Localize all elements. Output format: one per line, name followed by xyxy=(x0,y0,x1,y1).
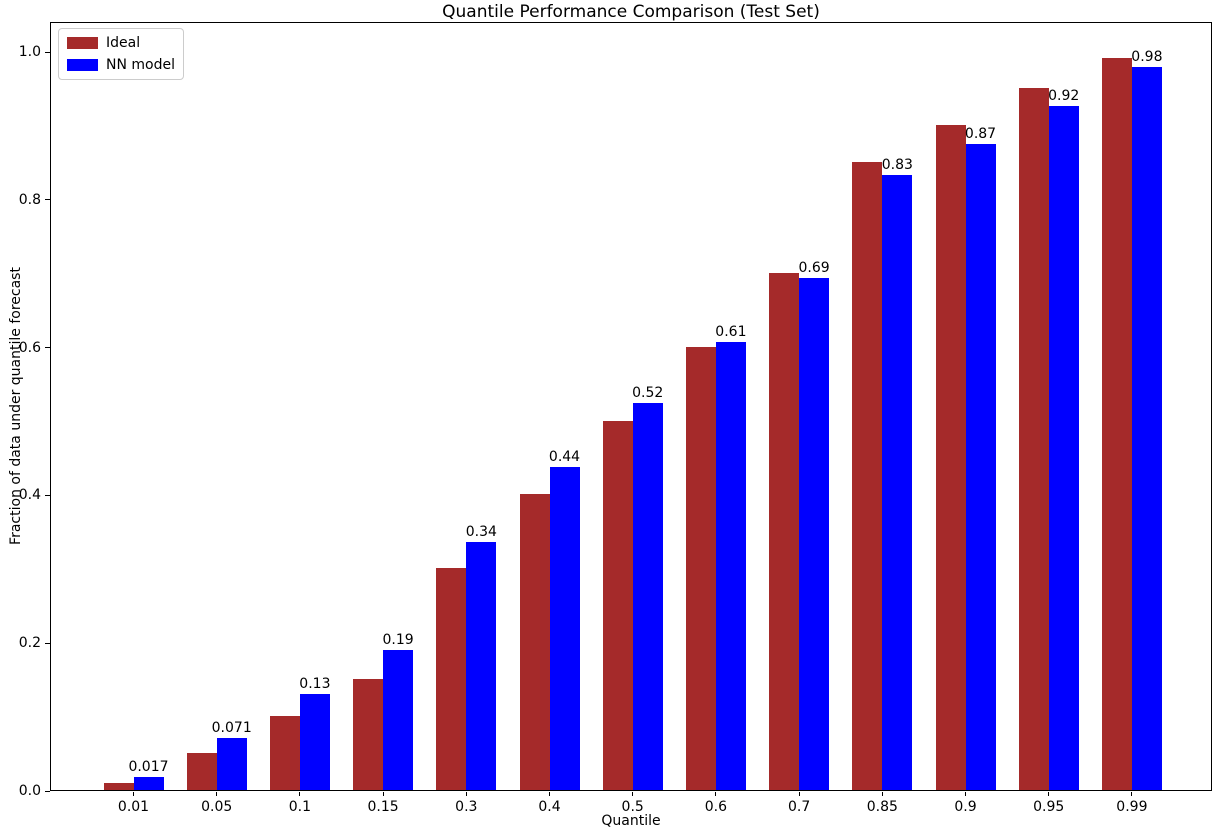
y-tick-mark xyxy=(45,790,50,792)
y-tick-mark xyxy=(45,494,50,496)
x-tick-label: 0.9 xyxy=(954,799,977,815)
y-tick-label: 0.8 xyxy=(18,191,41,208)
y-tick-mark xyxy=(45,199,50,201)
bar-value-label: 0.34 xyxy=(465,523,497,540)
x-tick-mark xyxy=(632,792,634,796)
x-tick-label: 0.7 xyxy=(787,799,811,815)
x-tick-mark xyxy=(133,792,134,796)
bar-nn-model xyxy=(466,541,497,790)
x-tick-mark xyxy=(881,792,883,796)
x-tick-label: 0.4 xyxy=(538,799,561,815)
x-tick-label: 0.05 xyxy=(201,799,233,815)
legend-swatch-ideal xyxy=(67,37,98,49)
legend-label: NN model xyxy=(106,57,175,73)
bar-ideal xyxy=(1018,87,1049,790)
bar-nn-model xyxy=(216,737,247,790)
bar-value-label: 0.92 xyxy=(1048,87,1080,104)
x-tick-label: 0.01 xyxy=(117,799,150,815)
y-tick-label: 0.2 xyxy=(18,635,41,652)
x-tick-label: 0.6 xyxy=(704,799,728,815)
y-tick-label: 1.0 xyxy=(18,44,41,60)
bar-value-label: 0.61 xyxy=(715,324,747,341)
x-axis-label: Quantile xyxy=(601,813,661,829)
y-tick-label: 0.4 xyxy=(18,487,41,504)
bar-nn-model xyxy=(1131,67,1162,790)
y-tick-mark xyxy=(45,642,50,644)
chart-title: Quantile Performance Comparison (Test Se… xyxy=(442,2,820,22)
bar-value-label: 0.87 xyxy=(964,126,997,143)
bar-nn-model xyxy=(799,277,830,790)
bar-ideal xyxy=(935,124,966,790)
bar-ideal xyxy=(602,420,633,790)
bar-ideal xyxy=(436,568,467,790)
bar-nn-model xyxy=(715,342,746,790)
bar-ideal xyxy=(519,494,550,790)
x-tick-label: 0.95 xyxy=(1033,799,1065,815)
x-tick-label: 0.99 xyxy=(1116,799,1148,815)
bar-nn-model xyxy=(133,777,164,790)
x-tick-label: 0.1 xyxy=(288,799,312,815)
x-tick-label: 0.15 xyxy=(367,799,399,815)
bar-value-label: 0.017 xyxy=(128,759,169,776)
bar-value-label: 0.44 xyxy=(548,449,581,466)
bar-value-label: 0.98 xyxy=(1131,49,1163,66)
y-tick-mark xyxy=(45,51,50,53)
y-tick-label: 0.6 xyxy=(18,339,41,356)
x-tick-mark xyxy=(549,792,550,796)
bar-ideal xyxy=(269,716,300,790)
bar-value-label: 0.83 xyxy=(881,157,913,174)
y-tick-label: 0.0 xyxy=(18,783,41,799)
x-tick-label: 0.85 xyxy=(866,799,898,815)
bar-value-label: 0.071 xyxy=(211,719,252,736)
bar-value-label: 0.69 xyxy=(798,259,830,276)
bar-ideal xyxy=(1101,58,1132,790)
bar-ideal xyxy=(186,753,217,790)
x-tick-mark xyxy=(1048,792,1050,796)
bar-nn-model xyxy=(965,144,996,790)
bar-value-label: 0.52 xyxy=(632,384,664,401)
legend-row: NN model xyxy=(67,58,175,72)
x-tick-mark xyxy=(465,792,467,796)
bar-nn-model xyxy=(1048,105,1079,790)
legend: Ideal NN model xyxy=(58,28,184,80)
bar-nn-model xyxy=(632,402,663,790)
plot-area: Ideal NN model 0.017 0.071 0.13 0.19 0.34 0.44… xyxy=(50,22,1212,791)
bar-ideal xyxy=(353,679,384,790)
x-tick-mark xyxy=(216,792,218,796)
x-tick-mark xyxy=(965,792,966,796)
bar-value-label: 0.13 xyxy=(299,675,331,692)
legend-label: Ideal xyxy=(106,35,141,51)
x-tick-mark xyxy=(1131,792,1133,796)
bar-ideal xyxy=(769,272,800,790)
bar-ideal xyxy=(852,161,883,790)
bar-nn-model xyxy=(299,693,330,790)
x-tick-mark xyxy=(299,792,301,796)
bar-value-label: 0.19 xyxy=(382,631,414,648)
legend-row: Ideal xyxy=(67,36,175,50)
x-tick-mark xyxy=(382,792,384,796)
bar-nn-model xyxy=(882,175,913,790)
x-tick-mark xyxy=(715,792,717,796)
bar-nn-model xyxy=(549,467,580,790)
x-tick-mark xyxy=(798,792,800,796)
x-tick-label: 0.5 xyxy=(621,799,644,815)
y-tick-mark xyxy=(45,347,50,349)
x-tick-label: 0.3 xyxy=(455,799,478,815)
bar-nn-model xyxy=(383,649,414,790)
bar-ideal xyxy=(685,346,716,790)
bar-ideal xyxy=(103,782,134,790)
legend-swatch-nn-model xyxy=(67,59,98,71)
